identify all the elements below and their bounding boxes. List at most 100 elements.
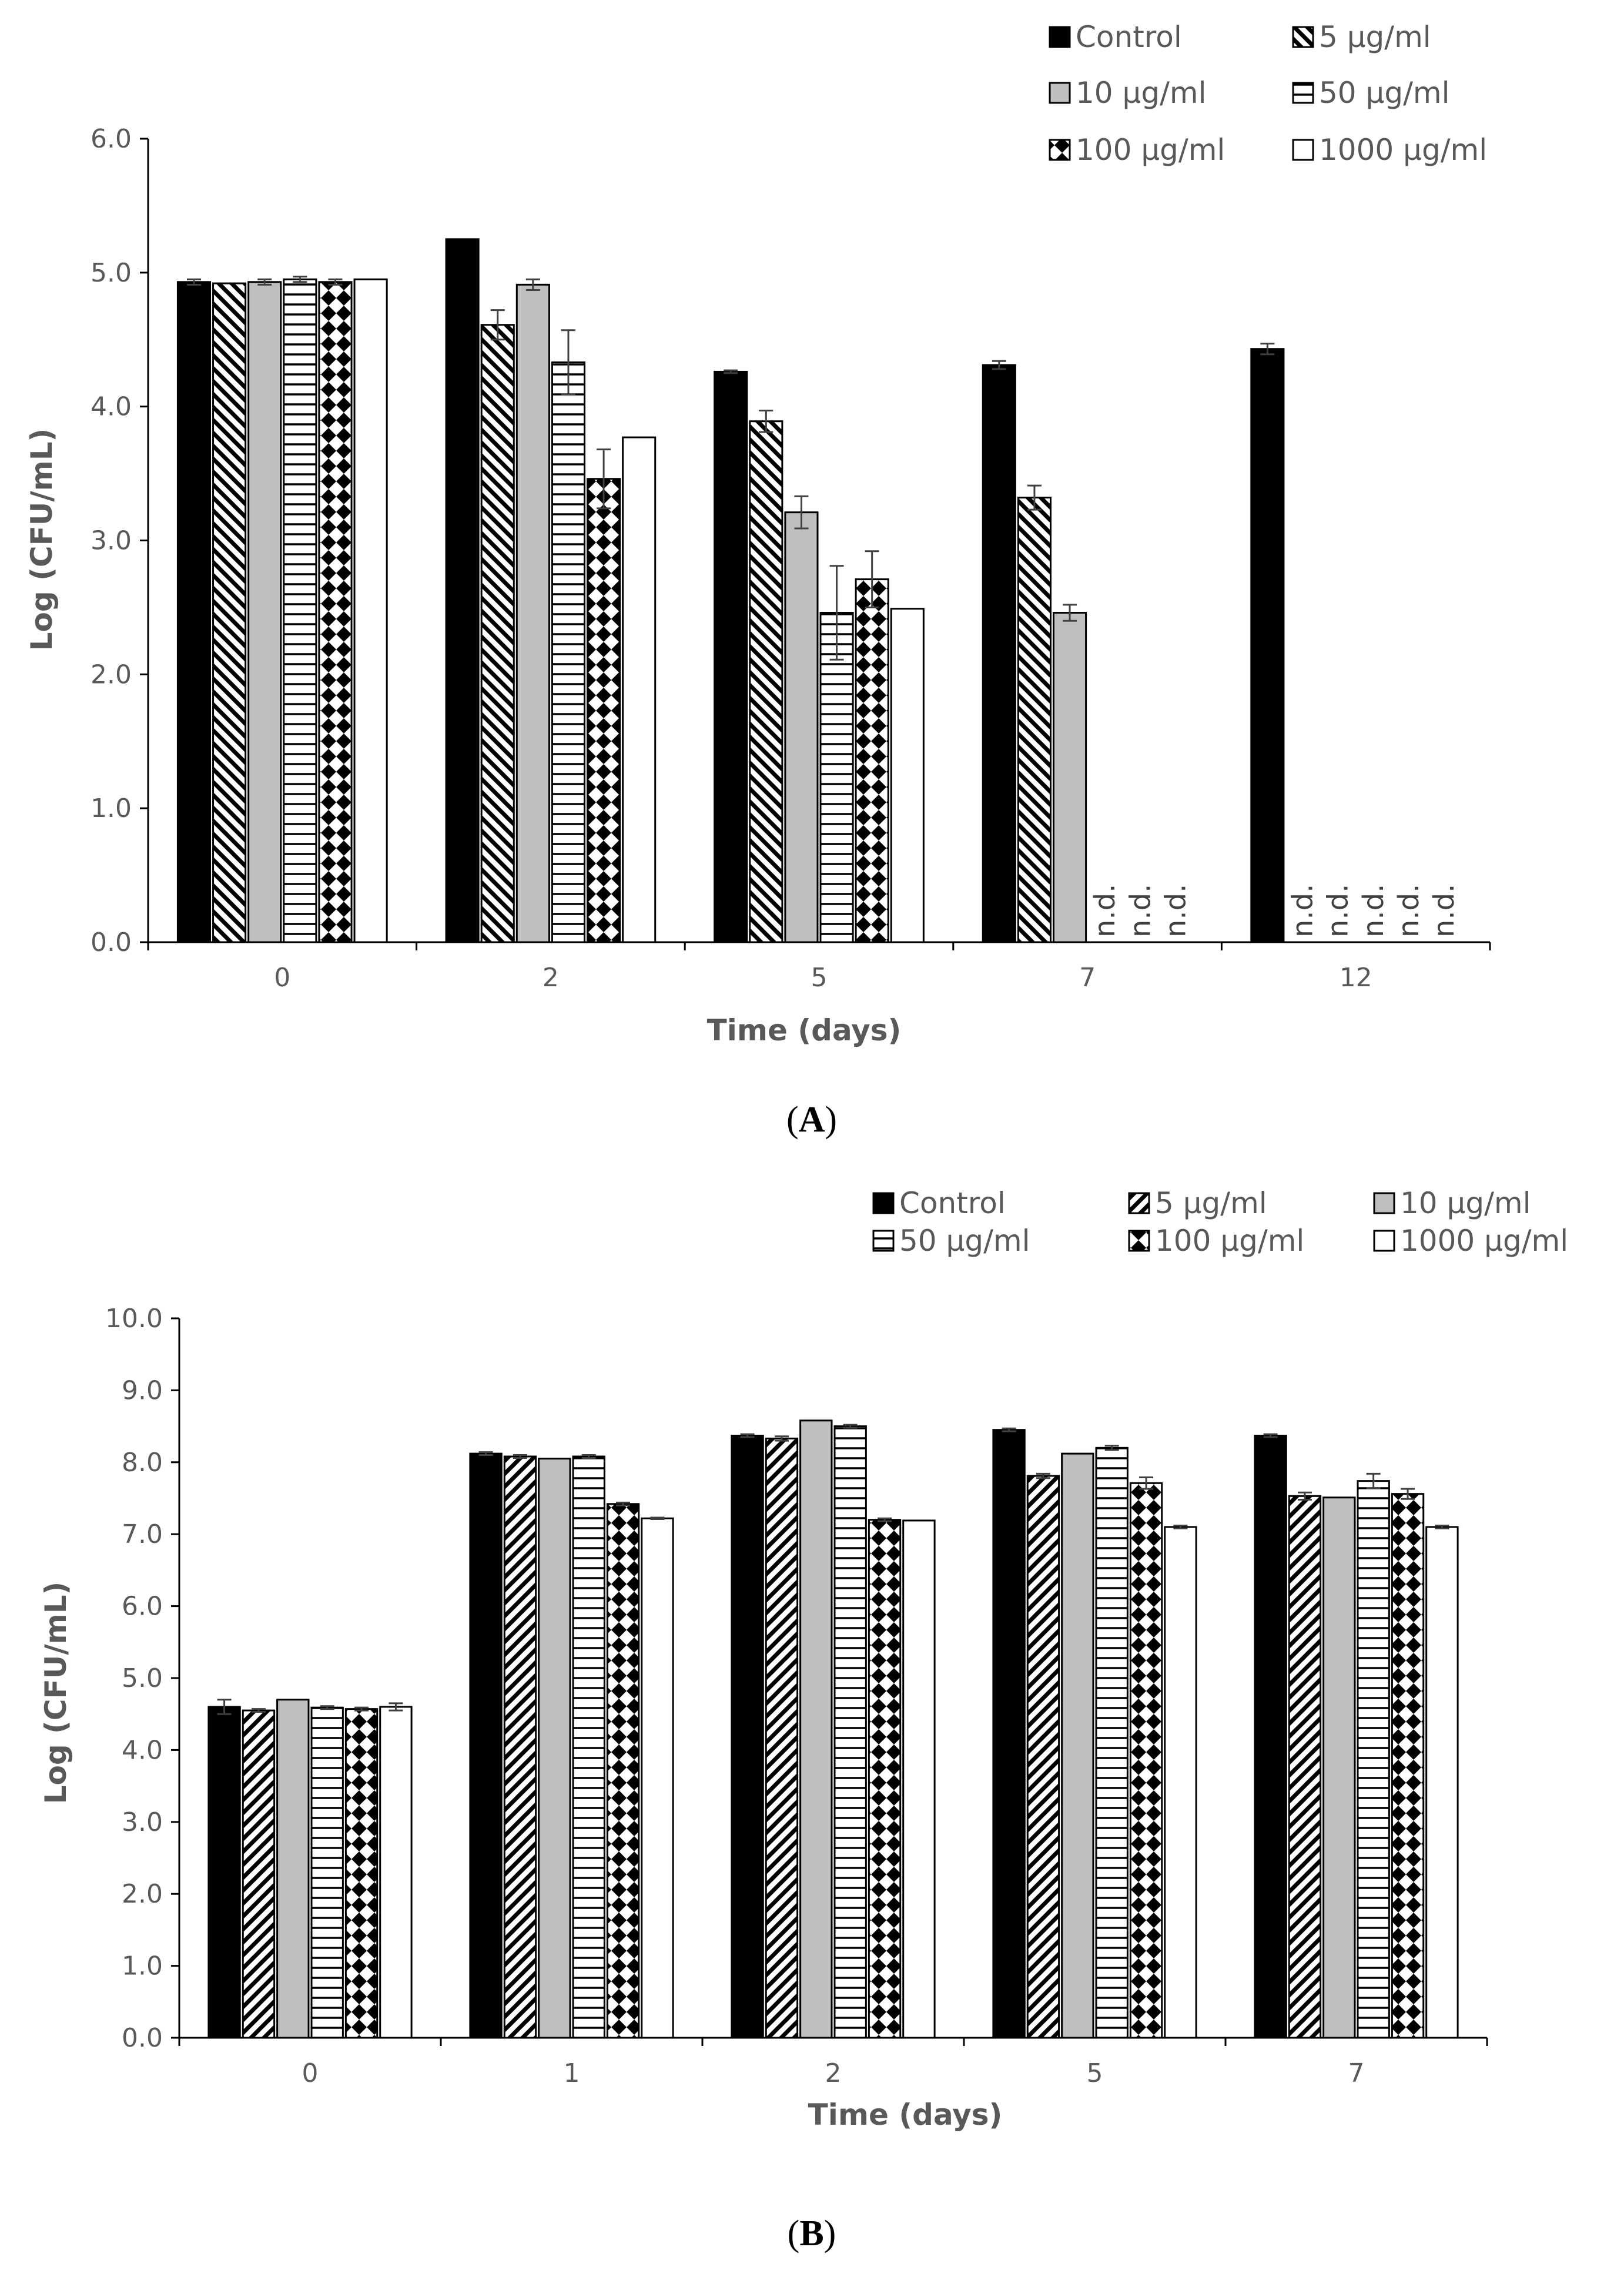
a-bar bbox=[515, 283, 550, 943]
b-bar bbox=[310, 1706, 344, 2039]
a-bar bbox=[819, 612, 854, 943]
b-bar bbox=[1095, 1446, 1129, 2039]
b-legend-label: 50 μg/ml bbox=[899, 1224, 1030, 1258]
a-legend-swatch bbox=[1049, 26, 1071, 48]
b-bar bbox=[1129, 1482, 1163, 2039]
b-y-tick-label: 4.0 bbox=[122, 1735, 163, 1765]
a-y-tick-label: 0.0 bbox=[91, 927, 132, 957]
b-legend-swatch bbox=[1373, 1192, 1395, 1214]
chart-panel-b: 0.0 1.0 2.0 3.0 4.0 5.0 6.0 7.0 8.0 9.0 10.0 0 1 2 5 7 T… bbox=[0, 1164, 1624, 2277]
b-legend-swatch bbox=[1128, 1192, 1150, 1214]
b-y-tick-label: 10.0 bbox=[105, 1304, 163, 1334]
a-error-bar bbox=[257, 278, 272, 286]
a-y-tick-label: 5.0 bbox=[91, 258, 132, 288]
a-y-tick-label: 3.0 bbox=[91, 526, 132, 556]
a-error-bar bbox=[597, 448, 611, 510]
b-y-tick-label: 6.0 bbox=[122, 1592, 163, 1622]
a-legend-label: Control bbox=[1076, 20, 1182, 54]
b-y-axis-title: Log (CFU/mL) bbox=[39, 1582, 73, 1804]
a-error-bar bbox=[525, 278, 540, 291]
b-error-bar bbox=[1104, 1445, 1119, 1451]
b-bar bbox=[1061, 1452, 1094, 2039]
a-not-detected-label: n.d. bbox=[1287, 884, 1320, 937]
b-bar bbox=[641, 1517, 674, 2039]
b-legend-label: 10 μg/ml bbox=[1400, 1186, 1531, 1220]
b-legend-label: 100 μg/ml bbox=[1155, 1224, 1304, 1258]
b-error-bar bbox=[616, 1501, 631, 1506]
a-not-detected-label: n.d. bbox=[1392, 884, 1425, 937]
panel-b-label-close: ) bbox=[823, 2214, 836, 2253]
a-y-tick-label: 2.0 bbox=[91, 659, 132, 689]
b-error-bar bbox=[581, 1454, 596, 1459]
a-bar bbox=[283, 278, 317, 943]
a-legend-label: 5 μg/ml bbox=[1319, 20, 1431, 54]
b-bar bbox=[1322, 1496, 1356, 2039]
a-error-bar bbox=[865, 550, 879, 608]
a-not-detected-label: n.d. bbox=[1428, 884, 1461, 937]
b-bar bbox=[765, 1437, 799, 2039]
a-y-tick-label: 4.0 bbox=[91, 392, 132, 422]
b-legend-label: 5 μg/ml bbox=[1155, 1186, 1267, 1220]
a-legend-swatch bbox=[1049, 139, 1071, 161]
b-bar bbox=[1164, 1526, 1197, 2039]
panel-a-label: (A) bbox=[753, 1099, 870, 1141]
b-bar bbox=[469, 1452, 503, 2039]
b-error-bar bbox=[1435, 1525, 1449, 1529]
panel-a-label-letter: A bbox=[798, 1100, 825, 1140]
a-bar bbox=[1052, 612, 1087, 943]
b-y-tick-label: 5.0 bbox=[122, 1663, 163, 1693]
b-bar bbox=[1357, 1480, 1390, 2039]
b-error-bar bbox=[843, 1424, 858, 1429]
a-legend-label: 100 μg/ml bbox=[1076, 133, 1225, 167]
a-not-detected-label: n.d. bbox=[1322, 884, 1355, 937]
a-error-bar bbox=[759, 410, 774, 433]
a-legend-swatch bbox=[1292, 26, 1314, 48]
b-y-tick-label: 0.0 bbox=[122, 2023, 163, 2053]
b-x-axis-title: Time (days) bbox=[808, 2098, 1003, 2132]
a-y-axis-title: Log (CFU/mL) bbox=[25, 428, 59, 651]
b-bar bbox=[1425, 1526, 1459, 2039]
b-y-tick-label: 3.0 bbox=[122, 1807, 163, 1837]
b-bar bbox=[572, 1455, 605, 2039]
b-x-tick-label: 1 bbox=[564, 2058, 580, 2088]
b-bar bbox=[799, 1419, 833, 2039]
a-bar bbox=[247, 281, 282, 943]
b-bar bbox=[344, 1708, 379, 2039]
b-y-axis-title-log: Log bbox=[39, 1734, 73, 1804]
a-bar bbox=[622, 436, 657, 943]
a-bar bbox=[855, 578, 889, 943]
b-bar bbox=[992, 1429, 1026, 2039]
b-error-bar bbox=[354, 1706, 369, 1712]
a-error-bar bbox=[1260, 343, 1275, 356]
a-bar bbox=[890, 608, 925, 943]
b-bar bbox=[868, 1519, 902, 2039]
a-legend-label: 10 μg/ml bbox=[1076, 76, 1207, 110]
a-legend-swatch bbox=[1049, 82, 1071, 104]
b-error-bar bbox=[1139, 1476, 1154, 1490]
b-error-bar bbox=[513, 1454, 527, 1459]
a-bar bbox=[212, 282, 247, 943]
a-bar bbox=[551, 361, 586, 943]
b-bar bbox=[1254, 1435, 1287, 2039]
b-legend-swatch bbox=[872, 1192, 895, 1214]
a-bar bbox=[1017, 497, 1052, 943]
b-bar bbox=[902, 1519, 936, 2039]
b-error-bar bbox=[1366, 1472, 1381, 1489]
a-x-tick-label: 5 bbox=[811, 963, 828, 993]
b-bar bbox=[1391, 1493, 1425, 2039]
panel-b-label-letter: B bbox=[799, 2214, 824, 2253]
b-error-bar bbox=[878, 1517, 892, 1522]
a-bar bbox=[480, 324, 515, 943]
panel-b-label-open: ( bbox=[787, 2214, 800, 2253]
b-y-tick-label: 9.0 bbox=[122, 1375, 163, 1405]
a-error-bar bbox=[293, 276, 307, 283]
a-not-detected-label: n.d. bbox=[1089, 884, 1121, 937]
b-legend-swatch bbox=[872, 1230, 895, 1252]
a-legend-label: 50 μg/ml bbox=[1319, 76, 1450, 110]
b-error-bar bbox=[1173, 1525, 1188, 1529]
b-error-bar bbox=[774, 1435, 789, 1442]
a-legend-label: 1000 μg/ml bbox=[1319, 133, 1487, 167]
a-bar bbox=[1250, 348, 1285, 943]
a-bar bbox=[749, 420, 783, 943]
a-y-tick-label: 6.0 bbox=[91, 124, 132, 154]
